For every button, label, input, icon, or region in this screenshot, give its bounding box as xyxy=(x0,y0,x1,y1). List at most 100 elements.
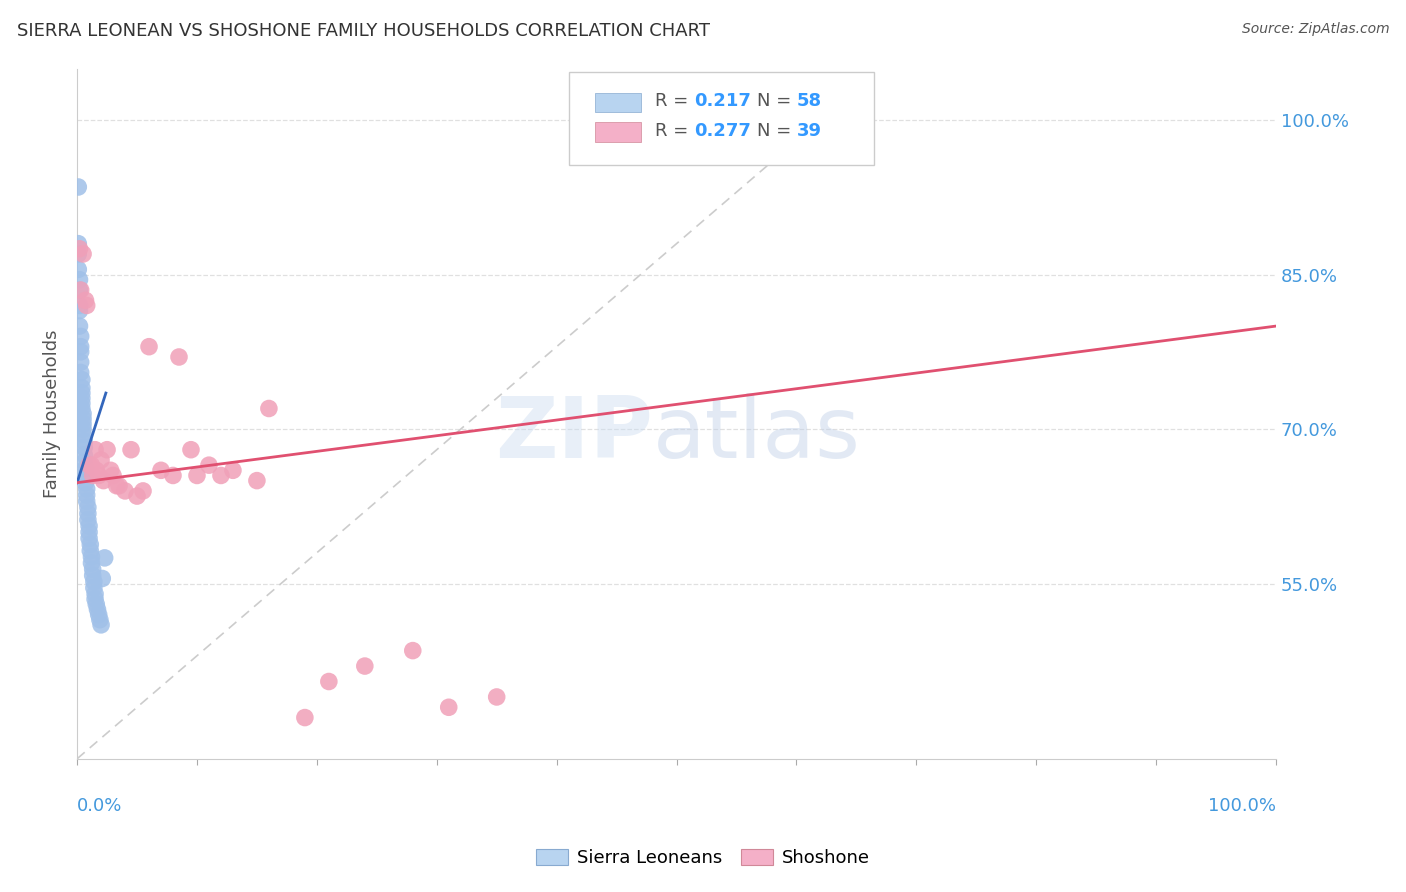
Point xyxy=(75,461,97,475)
Point xyxy=(72,417,94,431)
Point xyxy=(70,381,93,395)
Point xyxy=(75,475,97,490)
FancyBboxPatch shape xyxy=(568,72,875,165)
Text: 58: 58 xyxy=(796,92,821,110)
Point xyxy=(209,468,232,483)
Point xyxy=(246,474,269,488)
Point xyxy=(72,422,94,436)
Point xyxy=(257,401,280,416)
Point xyxy=(83,581,105,595)
Point xyxy=(437,700,460,714)
Point xyxy=(77,525,100,540)
Point xyxy=(69,273,91,287)
Point xyxy=(70,386,93,401)
Point xyxy=(69,340,91,354)
Point xyxy=(114,483,136,498)
Point xyxy=(82,562,104,576)
Point xyxy=(87,607,110,622)
Point xyxy=(67,247,90,261)
Point xyxy=(198,458,221,472)
Point xyxy=(402,643,425,657)
Text: N =: N = xyxy=(756,92,797,110)
Point xyxy=(79,537,101,551)
Point xyxy=(294,710,316,724)
Point xyxy=(90,453,112,467)
Point xyxy=(76,488,98,502)
Text: 0.217: 0.217 xyxy=(695,92,751,110)
Point xyxy=(80,556,103,570)
Point xyxy=(96,442,118,457)
Point xyxy=(84,587,107,601)
Point xyxy=(69,366,91,380)
Point xyxy=(67,180,90,194)
Point xyxy=(77,458,100,472)
Point xyxy=(69,303,91,318)
Point xyxy=(67,236,90,251)
Point xyxy=(89,613,111,627)
Point xyxy=(73,448,96,462)
Point xyxy=(150,463,173,477)
Point xyxy=(93,474,115,488)
Point xyxy=(318,674,340,689)
Point xyxy=(70,396,93,410)
Point xyxy=(101,468,124,483)
Point xyxy=(180,442,202,457)
Point xyxy=(167,350,190,364)
Point xyxy=(132,483,155,498)
Point xyxy=(73,434,96,449)
Point xyxy=(69,319,91,334)
Point xyxy=(77,519,100,533)
Point xyxy=(69,298,91,312)
Point xyxy=(77,531,100,545)
Point xyxy=(76,482,98,496)
Point xyxy=(70,401,93,416)
Point xyxy=(80,458,103,472)
Y-axis label: Family Households: Family Households xyxy=(44,329,60,498)
Point xyxy=(105,479,128,493)
Point xyxy=(69,283,91,297)
Text: R =: R = xyxy=(655,92,695,110)
Point xyxy=(84,463,107,477)
Point xyxy=(82,468,104,483)
Point xyxy=(73,455,96,469)
Point xyxy=(77,507,100,521)
Point xyxy=(87,468,110,483)
Point xyxy=(91,572,114,586)
Text: SIERRA LEONEAN VS SHOSHONE FAMILY HOUSEHOLDS CORRELATION CHART: SIERRA LEONEAN VS SHOSHONE FAMILY HOUSEH… xyxy=(17,22,710,40)
Point xyxy=(79,543,101,558)
Point xyxy=(69,344,91,359)
Text: 39: 39 xyxy=(796,121,821,140)
Text: Source: ZipAtlas.com: Source: ZipAtlas.com xyxy=(1241,22,1389,37)
Point xyxy=(353,659,375,673)
Point xyxy=(82,568,104,582)
Point xyxy=(86,602,108,616)
Point xyxy=(84,442,107,457)
Point xyxy=(186,468,208,483)
Point xyxy=(93,550,115,565)
Text: atlas: atlas xyxy=(652,392,860,475)
Point xyxy=(125,489,148,503)
Legend: Sierra Leoneans, Shoshone: Sierra Leoneans, Shoshone xyxy=(529,841,877,874)
Point xyxy=(138,340,160,354)
Text: 0.277: 0.277 xyxy=(695,121,751,140)
Point xyxy=(108,479,131,493)
Point xyxy=(162,468,184,483)
Point xyxy=(84,592,107,607)
Point xyxy=(69,242,91,256)
Point xyxy=(222,463,245,477)
Point xyxy=(485,690,508,704)
Text: N =: N = xyxy=(756,121,797,140)
Point xyxy=(120,442,142,457)
Point xyxy=(73,441,96,455)
Point xyxy=(77,513,100,527)
Point xyxy=(84,597,107,611)
Point xyxy=(83,574,105,589)
Point xyxy=(72,412,94,426)
FancyBboxPatch shape xyxy=(595,93,641,112)
Point xyxy=(76,494,98,508)
Point xyxy=(69,329,91,343)
Point xyxy=(80,549,103,564)
Point xyxy=(69,283,91,297)
FancyBboxPatch shape xyxy=(595,122,641,142)
Point xyxy=(69,355,91,369)
